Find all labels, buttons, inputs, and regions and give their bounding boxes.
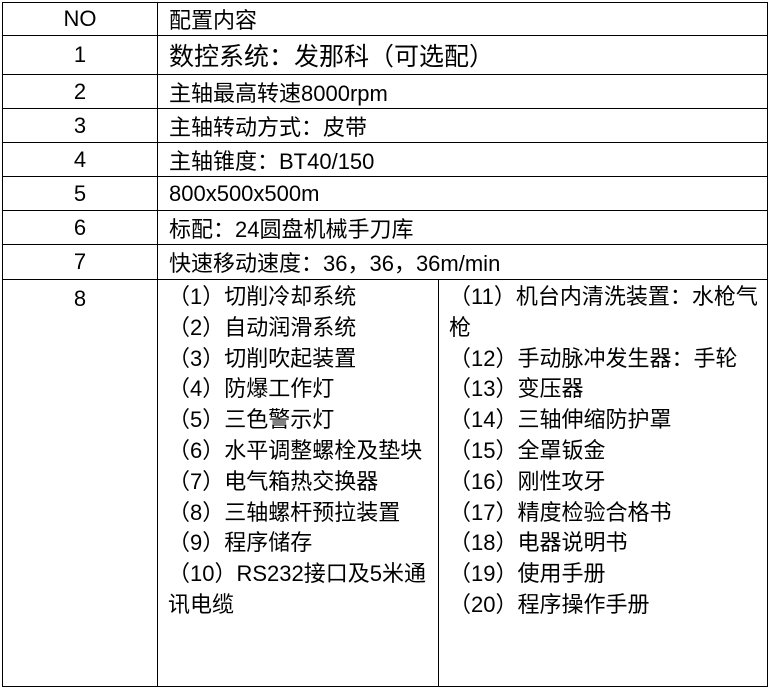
list-item: （12）手动脉冲发生器：手轮 xyxy=(449,345,738,371)
table-row: 1 数控系统：发那科（可选配） xyxy=(2,35,768,75)
table-row: 7 快速移动速度：36，36，36m/min xyxy=(2,244,768,280)
list-item: （20）程序操作手册 xyxy=(449,591,650,617)
list-item: （11）机台内清洗装置：水枪气枪 xyxy=(449,284,758,340)
list-item: （9）程序储存 xyxy=(168,530,313,556)
list-item: （10）RS232接口及5米通讯电缆 xyxy=(168,561,426,617)
list-item: （4）防爆工作灯 xyxy=(168,376,335,402)
row-content: 标配：24圆盘机械手刀库 xyxy=(157,210,768,245)
list-item: （3）切削吹起装置 xyxy=(168,345,357,371)
table-row: 8 （1）切削冷却系统 （2）自动润滑系统 （3）切削吹起装置 （4）防爆工作灯 （5）… xyxy=(2,279,768,687)
row-no: 7 xyxy=(2,244,158,280)
list-item: （16）刚性攻牙 xyxy=(449,468,606,494)
list-item: （8）三轴螺杆预拉装置 xyxy=(168,499,401,525)
row-content: 主轴锥度：BT40/150 xyxy=(157,142,768,177)
config-list-left: （1）切削冷却系统 （2）自动润滑系统 （3）切削吹起装置 （4）防爆工作灯 （5）三色… xyxy=(158,280,439,686)
list-item: （13）变压器 xyxy=(449,376,584,402)
list-item: （19）使用手册 xyxy=(449,561,606,587)
header-no: NO xyxy=(2,2,158,36)
row-content: 数控系统：发那科（可选配） xyxy=(157,35,768,75)
row-content: 主轴转动方式：皮带 xyxy=(157,108,768,143)
table-row: 3 主轴转动方式：皮带 xyxy=(2,108,768,143)
row-no: 5 xyxy=(2,176,158,211)
list-item: （14）三轴伸缩防护罩 xyxy=(449,407,672,433)
list-item: （15）全罩钣金 xyxy=(449,437,606,463)
table-row: 4 主轴锥度：BT40/150 xyxy=(2,142,768,177)
header-row: NO 配置内容 xyxy=(2,2,768,36)
list-item: （7）电气箱热交换器 xyxy=(168,468,379,494)
row-no: 3 xyxy=(2,108,158,143)
table-row: 6 标配：24圆盘机械手刀库 xyxy=(2,210,768,245)
header-content: 配置内容 xyxy=(157,2,768,36)
row-no: 8 xyxy=(2,279,158,687)
list-item: （18）电器说明书 xyxy=(449,530,628,556)
list-item: （5）三色警示灯 xyxy=(168,407,335,433)
row-content: 800x500x500m xyxy=(157,176,768,211)
list-item: （2）自动润滑系统 xyxy=(168,314,357,340)
list-item: （1）切削冷却系统 xyxy=(168,284,357,309)
table-row: 2 主轴最高转速8000rpm xyxy=(2,74,768,109)
config-list-right: （11）机台内清洗装置：水枪气枪 （12）手动脉冲发生器：手轮 （13）变压器 （14… xyxy=(439,280,767,686)
row-content: 快速移动速度：36，36，36m/min xyxy=(157,244,768,280)
row-no: 6 xyxy=(2,210,158,245)
row-content: （1）切削冷却系统 （2）自动润滑系统 （3）切削吹起装置 （4）防爆工作灯 （5）三色… xyxy=(157,279,768,687)
list-item: （17）精度检验合格书 xyxy=(449,499,672,525)
row-content: 主轴最高转速8000rpm xyxy=(157,74,768,109)
row-no: 2 xyxy=(2,74,158,109)
row-no: 4 xyxy=(2,142,158,177)
list-item: （6）水平调整螺栓及垫块 xyxy=(168,437,423,463)
row-no: 1 xyxy=(2,35,158,75)
table-row: 5 800x500x500m xyxy=(2,176,768,211)
